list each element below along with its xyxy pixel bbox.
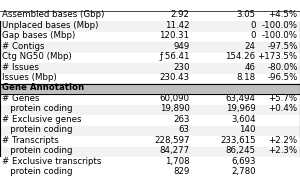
Text: 228,597: 228,597 <box>154 136 190 145</box>
Text: 120.31: 120.31 <box>160 31 190 40</box>
Text: 8.18: 8.18 <box>236 73 256 82</box>
Text: +5.7%: +5.7% <box>268 94 298 103</box>
Text: -80.0%: -80.0% <box>267 63 298 72</box>
Text: # Genes: # Genes <box>2 94 40 103</box>
Text: ƒ 56.41: ƒ 56.41 <box>159 52 190 61</box>
Text: 63: 63 <box>178 125 190 134</box>
Text: 6,693: 6,693 <box>231 157 256 166</box>
Text: -100.0%: -100.0% <box>262 21 298 30</box>
Text: 154.26: 154.26 <box>226 52 256 61</box>
Text: 0: 0 <box>250 31 256 40</box>
Text: # Exclusive transcripts: # Exclusive transcripts <box>2 157 102 166</box>
Text: # Transcripts: # Transcripts <box>2 136 59 145</box>
Text: # Contigs: # Contigs <box>2 42 45 51</box>
Bar <box>0 42 300 53</box>
Text: CHM13v1.1: CHM13v1.1 <box>201 0 256 9</box>
Text: +2.3%: +2.3% <box>268 146 298 155</box>
Text: Ctg NG50 (Mbp): Ctg NG50 (Mbp) <box>2 52 72 61</box>
Text: 84,277: 84,277 <box>160 146 190 155</box>
Text: 19,890: 19,890 <box>160 104 190 113</box>
Text: # Exclusive genes: # Exclusive genes <box>2 115 82 124</box>
Text: 63,494: 63,494 <box>226 94 256 103</box>
Text: 1,708: 1,708 <box>165 157 190 166</box>
Text: 230.43: 230.43 <box>160 73 190 82</box>
Text: 86,245: 86,245 <box>226 146 256 155</box>
Bar <box>0 11 300 21</box>
Bar <box>0 1 300 11</box>
Bar <box>0 105 300 115</box>
Bar <box>0 136 300 147</box>
Text: 233,615: 233,615 <box>220 136 256 145</box>
Text: 46: 46 <box>244 63 256 72</box>
Text: Issues (Mbp): Issues (Mbp) <box>2 73 57 82</box>
Text: 0: 0 <box>250 21 256 30</box>
Bar <box>0 157 300 168</box>
Text: 3.05: 3.05 <box>236 10 256 19</box>
Bar <box>0 147 300 157</box>
Text: Summary: Summary <box>2 0 49 9</box>
Text: protein coding: protein coding <box>2 146 73 155</box>
Text: +0.4%: +0.4% <box>268 104 298 113</box>
Text: -100.0%: -100.0% <box>262 31 298 40</box>
Text: Unplaced bases (Mbp): Unplaced bases (Mbp) <box>2 21 99 30</box>
Text: -96.5%: -96.5% <box>267 73 298 82</box>
Bar <box>0 74 300 84</box>
Bar <box>0 63 300 74</box>
Bar <box>0 126 300 136</box>
Text: GRCh38p13: GRCh38p13 <box>133 0 190 9</box>
Bar <box>0 21 300 32</box>
Text: ±%: ±% <box>282 0 298 9</box>
Bar <box>0 53 300 63</box>
Text: +2.2%: +2.2% <box>268 136 298 145</box>
Text: 3,604: 3,604 <box>231 115 256 124</box>
Text: # Issues: # Issues <box>2 63 39 72</box>
Text: protein coding: protein coding <box>2 125 73 134</box>
Text: 949: 949 <box>173 42 190 51</box>
Text: protein coding: protein coding <box>2 104 73 113</box>
Text: +173.5%: +173.5% <box>257 52 298 61</box>
Text: 19,969: 19,969 <box>226 104 256 113</box>
Text: Assembled bases (Gbp): Assembled bases (Gbp) <box>2 10 105 19</box>
Text: 60,090: 60,090 <box>160 94 190 103</box>
Text: Gap bases (Mbp): Gap bases (Mbp) <box>2 31 76 40</box>
Bar <box>0 95 300 105</box>
Text: 263: 263 <box>173 115 190 124</box>
Text: protein coding: protein coding <box>2 167 73 176</box>
Bar <box>0 32 300 42</box>
Text: 11.42: 11.42 <box>165 21 190 30</box>
Text: -97.5%: -97.5% <box>267 42 298 51</box>
Bar <box>0 84 300 95</box>
Bar <box>0 168 300 176</box>
Text: 230: 230 <box>173 63 190 72</box>
Text: +4.5%: +4.5% <box>268 10 298 19</box>
Text: 829: 829 <box>173 167 190 176</box>
Text: 140: 140 <box>239 125 256 134</box>
Bar <box>0 115 300 126</box>
Text: Gene Annotation: Gene Annotation <box>2 83 85 93</box>
Text: 2.92: 2.92 <box>171 10 190 19</box>
Text: 24: 24 <box>244 42 256 51</box>
Text: 2,780: 2,780 <box>231 167 256 176</box>
